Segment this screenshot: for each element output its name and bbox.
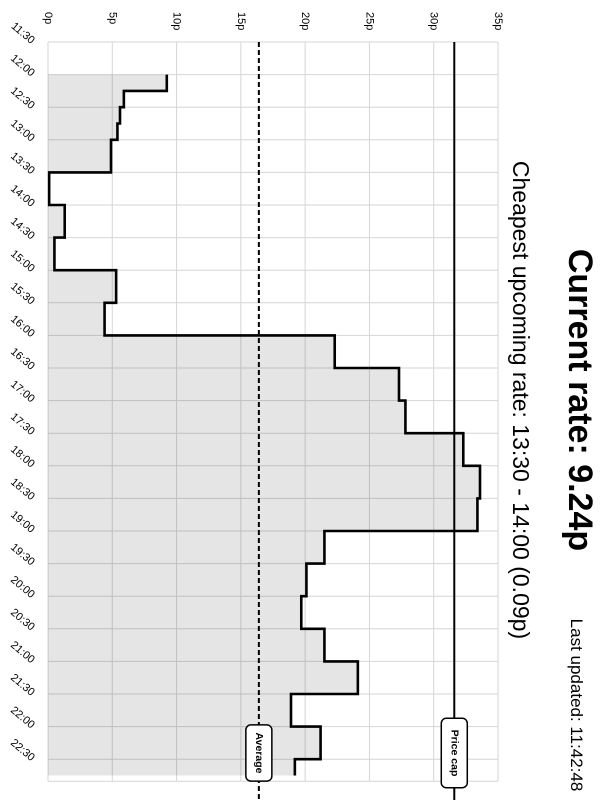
rate-fill [48, 74, 480, 776]
reference-label: Price cap [440, 717, 469, 789]
time-tick-label: 15:30 [8, 281, 37, 308]
time-tick-label: 11:30 [9, 20, 37, 46]
current-rate-title: Current rate: 9.24p [561, 249, 599, 551]
price-tick-label: 15p [235, 12, 247, 30]
time-tick-label: 16:30 [8, 346, 37, 373]
price-tick-labels: 0p 5p 10p 15p 20p 25p 30p 35p [42, 12, 504, 30]
rate-line [47, 74, 482, 776]
rate-step-line [47, 74, 482, 776]
rate-area [48, 74, 480, 776]
time-tick-label: 20:30 [8, 607, 37, 634]
price-tick-label: 35p [492, 12, 504, 30]
time-tick-label: 13:00 [8, 118, 37, 145]
time-tick-label: 16:00 [8, 313, 37, 340]
reference-label-box [245, 724, 273, 782]
time-tick-label: 17:00 [8, 378, 37, 405]
time-tick-label: 17:30 [8, 411, 37, 438]
cheapest-rate-subtitle: Cheapest upcoming rate: 13:30 - 14:00 (0… [508, 161, 534, 639]
reference-label-box [440, 717, 469, 789]
time-tick-label: 21:30 [8, 672, 37, 699]
price-tick-label: 20p [299, 12, 311, 30]
time-tick-label: 22:30 [8, 737, 37, 764]
price-tick-label: 25p [363, 12, 375, 30]
time-tick-label: 20:00 [8, 574, 37, 601]
reference-label-text: Average [253, 732, 265, 773]
time-tick-label: 12:00 [8, 52, 37, 79]
time-tick-label: 13:30 [8, 150, 37, 177]
time-tick-label: 18:00 [8, 444, 37, 471]
time-tick-label: 14:30 [8, 215, 37, 242]
reference-label-text: Price cap [448, 730, 460, 777]
time-tick-label: 18:30 [8, 476, 37, 503]
price-tick-label: 5p [106, 12, 118, 24]
time-tick-label: 19:00 [8, 509, 37, 536]
reference-lines [257, 42, 456, 800]
price-tick-label: 0p [42, 12, 54, 24]
time-tick-label: 22:00 [8, 704, 37, 731]
time-tick-label: 19:30 [8, 541, 37, 568]
time-tick-label: 14:00 [8, 183, 37, 210]
time-tick-label: 21:00 [8, 639, 37, 666]
time-tick-labels: 11:30 12:00 12:30 13:00 13:30 14:00 14:30 15:00… [8, 20, 37, 764]
price-tick-label: 10p [171, 12, 183, 30]
last-updated-label: Last updated: 11:42:48 [567, 619, 586, 792]
price-tick-label: 30p [428, 12, 440, 30]
time-tick-label: 15:00 [8, 248, 37, 275]
time-tick-label: 12:30 [8, 85, 37, 112]
reference-label: Average [245, 724, 273, 782]
reference-line-labels: Average Price cap [245, 717, 469, 789]
